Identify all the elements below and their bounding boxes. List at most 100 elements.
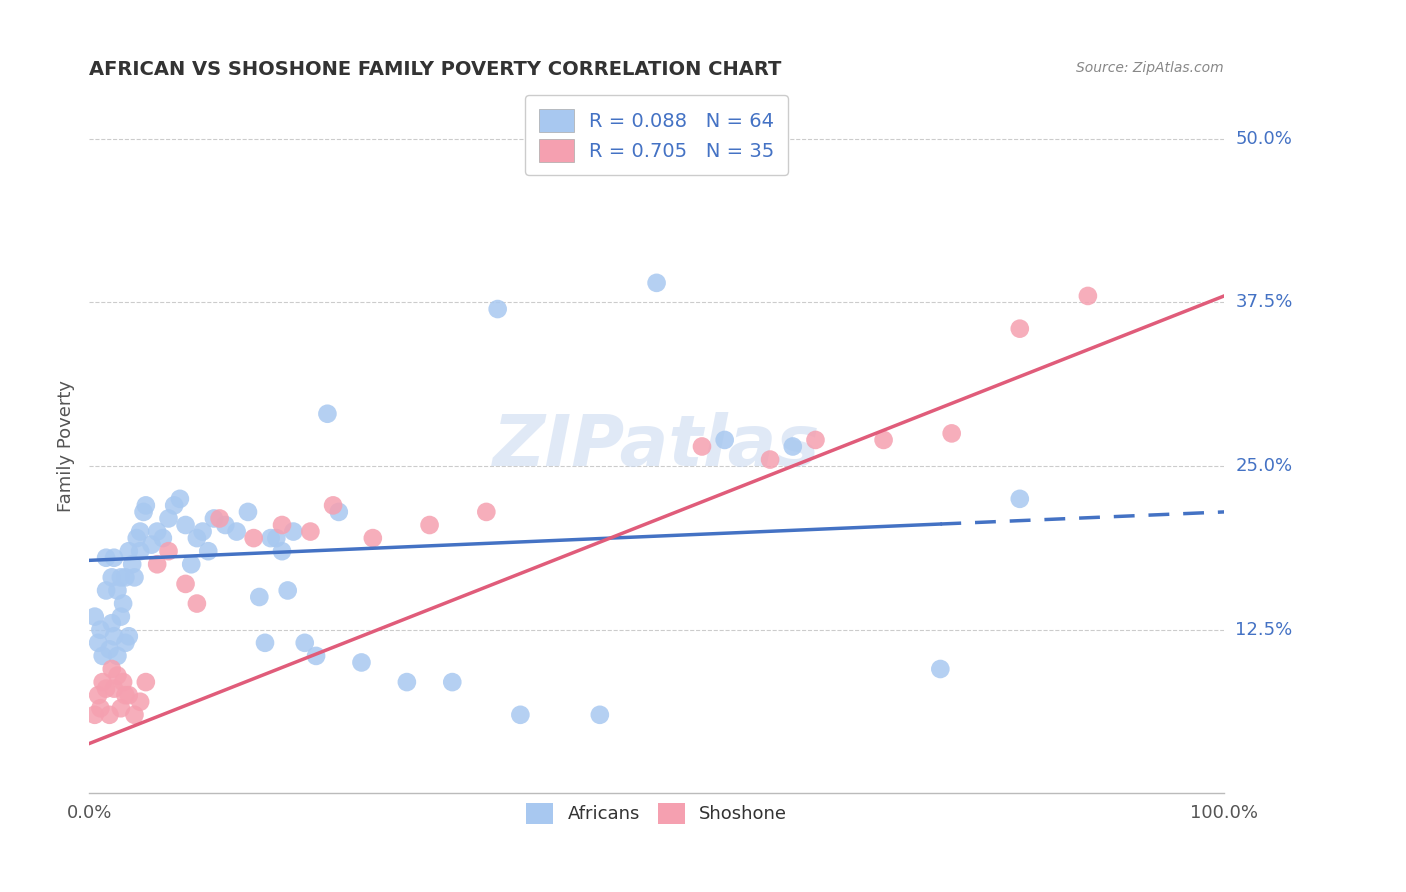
Point: [83, 609, 105, 624]
Point: [277, 583, 299, 598]
Point: [163, 499, 186, 513]
Point: [174, 518, 197, 533]
Point: [191, 524, 214, 539]
Point: [135, 499, 157, 513]
Point: [475, 505, 498, 519]
Text: 50.0%: 50.0%: [1236, 130, 1292, 148]
Point: [180, 558, 202, 572]
Point: [129, 695, 152, 709]
Point: [100, 616, 122, 631]
Point: [103, 550, 125, 565]
Point: [299, 524, 322, 539]
Point: [118, 688, 141, 702]
Point: [328, 505, 350, 519]
Point: [112, 675, 135, 690]
Point: [114, 570, 136, 584]
Point: [100, 662, 122, 676]
Point: [87, 688, 110, 702]
Point: [129, 544, 152, 558]
Point: [94, 550, 117, 565]
Point: [110, 701, 132, 715]
Point: [174, 577, 197, 591]
Point: [103, 681, 125, 696]
Point: [202, 511, 225, 525]
Point: [1008, 491, 1031, 506]
Text: ZIPatlas: ZIPatlas: [494, 412, 820, 481]
Point: [242, 531, 264, 545]
Point: [690, 440, 713, 454]
Point: [509, 707, 531, 722]
Point: [94, 583, 117, 598]
Legend: Africans, Shoshone: Africans, Shoshone: [517, 794, 796, 833]
Point: [645, 276, 668, 290]
Point: [872, 433, 894, 447]
Point: [271, 544, 294, 558]
Y-axis label: Family Poverty: Family Poverty: [58, 381, 75, 513]
Point: [146, 558, 169, 572]
Point: [124, 707, 146, 722]
Point: [107, 648, 129, 663]
Point: [395, 675, 418, 690]
Point: [486, 301, 509, 316]
Point: [782, 440, 804, 454]
Point: [132, 505, 155, 519]
Point: [1077, 289, 1099, 303]
Point: [759, 452, 782, 467]
Point: [114, 688, 136, 702]
Point: [804, 433, 827, 447]
Point: [110, 570, 132, 584]
Point: [316, 407, 339, 421]
Point: [94, 681, 117, 696]
Point: [135, 675, 157, 690]
Point: [146, 524, 169, 539]
Point: [141, 538, 163, 552]
Point: [260, 531, 283, 545]
Point: [419, 518, 441, 533]
Point: [157, 544, 180, 558]
Point: [110, 609, 132, 624]
Point: [283, 524, 305, 539]
Point: [98, 642, 121, 657]
Text: Source: ZipAtlas.com: Source: ZipAtlas.com: [1077, 61, 1225, 75]
Point: [107, 583, 129, 598]
Point: [294, 636, 316, 650]
Text: AFRICAN VS SHOSHONE FAMILY POVERTY CORRELATION CHART: AFRICAN VS SHOSHONE FAMILY POVERTY CORRE…: [89, 60, 782, 78]
Point: [83, 707, 105, 722]
Point: [118, 544, 141, 558]
Point: [125, 531, 148, 545]
Point: [186, 597, 208, 611]
Point: [129, 524, 152, 539]
Point: [361, 531, 384, 545]
Point: [713, 433, 735, 447]
Point: [247, 590, 270, 604]
Point: [103, 629, 125, 643]
Point: [350, 656, 373, 670]
Point: [100, 570, 122, 584]
Text: 12.5%: 12.5%: [1236, 621, 1292, 639]
Point: [1008, 321, 1031, 335]
Point: [89, 701, 111, 715]
Point: [589, 707, 612, 722]
Point: [91, 648, 114, 663]
Point: [169, 491, 191, 506]
Text: 37.5%: 37.5%: [1236, 293, 1292, 311]
Point: [112, 597, 135, 611]
Text: 25.0%: 25.0%: [1236, 457, 1292, 475]
Point: [197, 544, 219, 558]
Point: [441, 675, 464, 690]
Point: [271, 518, 294, 533]
Point: [929, 662, 952, 676]
Point: [87, 636, 110, 650]
Point: [98, 707, 121, 722]
Point: [208, 511, 231, 525]
Point: [107, 668, 129, 682]
Point: [225, 524, 247, 539]
Point: [157, 511, 180, 525]
Point: [89, 623, 111, 637]
Point: [253, 636, 276, 650]
Point: [118, 629, 141, 643]
Point: [186, 531, 208, 545]
Point: [322, 499, 344, 513]
Point: [114, 636, 136, 650]
Point: [121, 558, 143, 572]
